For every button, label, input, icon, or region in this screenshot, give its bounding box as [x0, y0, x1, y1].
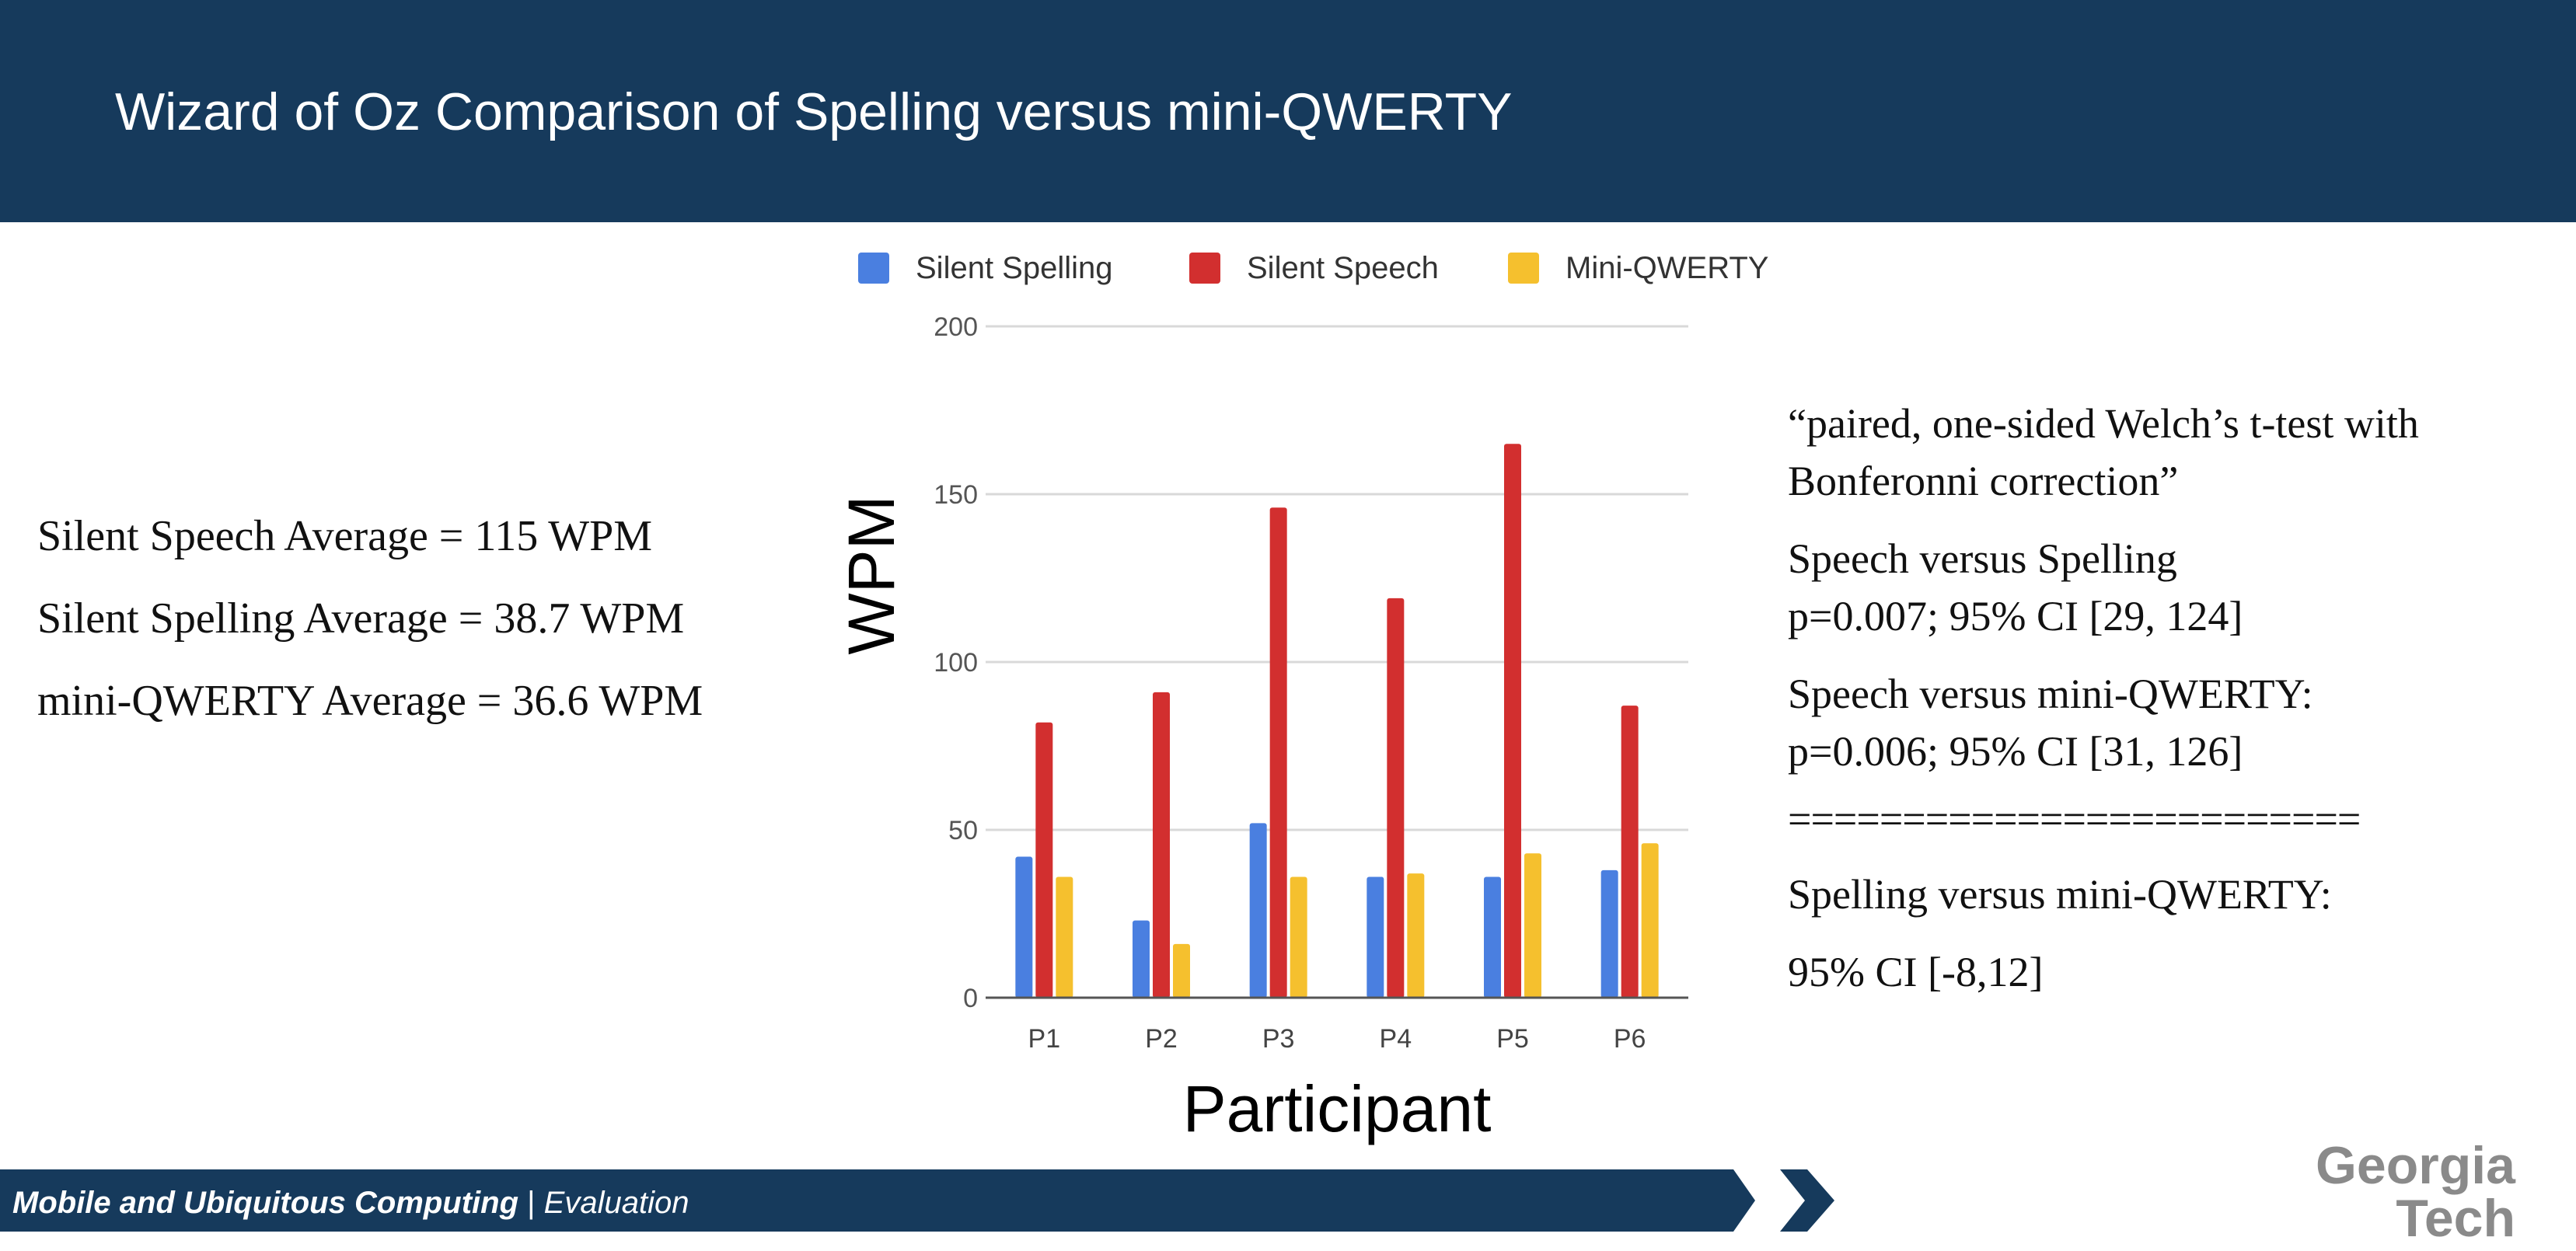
bar-silent-speech-p6: [1621, 706, 1639, 998]
speech-vs-spelling-value: p=0.007; 95% CI [29, 124]: [1788, 593, 2243, 639]
georgia-tech-logo: Georgia Tech: [2254, 1139, 2515, 1245]
mini-qwerty-average: mini-QWERTY Average = 36.6 WPM: [37, 677, 703, 725]
statistics-panel: “paired, one-sided Welch’s t-test with B…: [1788, 395, 2534, 1001]
y-tick-label: 50: [948, 816, 978, 845]
bar-silent-speech-p3: [1269, 507, 1287, 998]
bar-silent-speech-p4: [1387, 598, 1405, 998]
footer-course: Mobile and Ubiquitous Computing: [12, 1186, 519, 1220]
bar-mini-qwerty-p3: [1290, 876, 1307, 998]
x-tick-label: P1: [1028, 1024, 1061, 1054]
logo-line2: Tech: [2396, 1189, 2515, 1248]
y-tick-label: 0: [963, 984, 978, 1013]
spelling-vs-qwerty-title: Spelling versus mini-QWERTY:: [1788, 871, 2332, 918]
title-bar: Wizard of Oz Comparison of Spelling vers…: [0, 0, 2576, 222]
bar-mini-qwerty-p4: [1407, 873, 1425, 998]
bar-silent-spelling-p6: [1600, 869, 1618, 998]
chevron-right-icon: [1780, 1169, 1834, 1232]
x-tick-label: P3: [1262, 1024, 1295, 1054]
x-tick-label: P6: [1614, 1024, 1646, 1054]
footer-banner: [0, 1169, 1834, 1232]
logo-line1: Georgia: [2316, 1136, 2515, 1195]
footer-label: Mobile and Ubiquitous Computing | Evalua…: [12, 1183, 689, 1223]
bar-silent-spelling-p5: [1484, 876, 1501, 998]
y-axis-title: WPM: [835, 495, 908, 654]
speech-vs-qwerty-value: p=0.006; 95% CI [31, 126]: [1788, 728, 2243, 775]
legend-swatch-silent-spelling: [858, 253, 889, 284]
speech-vs-qwerty-title: Speech versus mini-QWERTY:: [1788, 671, 2313, 717]
bar-mini-qwerty-p5: [1524, 853, 1541, 998]
bar-mini-qwerty-p2: [1173, 943, 1190, 998]
bar-silent-spelling-p4: [1367, 876, 1384, 998]
separator-line: =========================: [1788, 796, 2361, 842]
bar-mini-qwerty-p6: [1641, 843, 1659, 998]
y-tick-label: 150: [934, 480, 978, 510]
footer-section: Evaluation: [543, 1186, 689, 1220]
slide-title: Wizard of Oz Comparison of Spelling vers…: [115, 82, 1513, 141]
y-tick-label: 200: [934, 312, 978, 342]
legend-label-silent-speech: Silent Speech: [1247, 251, 1439, 285]
bar-silent-speech-p5: [1504, 444, 1521, 998]
footer-divider: |: [527, 1186, 536, 1220]
spelling-vs-qwerty-value: 95% CI [-8,12]: [1788, 949, 2044, 995]
legend-swatch-silent-speech: [1189, 253, 1220, 284]
bar-silent-speech-p1: [1035, 722, 1053, 998]
legend-label-silent-spelling: Silent Spelling: [916, 251, 1113, 285]
x-tick-label: P4: [1380, 1024, 1412, 1054]
x-tick-label: P5: [1496, 1024, 1529, 1054]
silent-speech-average: Silent Speech Average = 115 WPM: [37, 512, 653, 560]
test-quote-line1: “paired, one-sided Welch’s t-test with: [1788, 400, 2419, 447]
bar-silent-spelling-p3: [1249, 823, 1267, 998]
average-stats: Silent Speech Average = 115 WPM Silent S…: [37, 510, 703, 757]
legend-swatch-mini-qwerty: [1508, 253, 1539, 284]
x-axis-title: Participant: [1183, 1072, 1492, 1145]
bar-silent-spelling-p1: [1015, 856, 1033, 998]
test-quote-line2: Bonferonni correction”: [1788, 458, 2179, 504]
x-tick-label: P2: [1145, 1024, 1178, 1054]
legend-label-mini-qwerty: Mini-QWERTY: [1565, 251, 1768, 285]
silent-spelling-average: Silent Spelling Average = 38.7 WPM: [37, 594, 685, 643]
speech-vs-spelling-title: Speech versus Spelling: [1788, 535, 2177, 582]
bar-silent-spelling-p2: [1133, 920, 1150, 998]
bar-mini-qwerty-p1: [1056, 876, 1073, 998]
y-tick-label: 100: [934, 648, 978, 678]
bar-silent-speech-p2: [1153, 692, 1170, 998]
